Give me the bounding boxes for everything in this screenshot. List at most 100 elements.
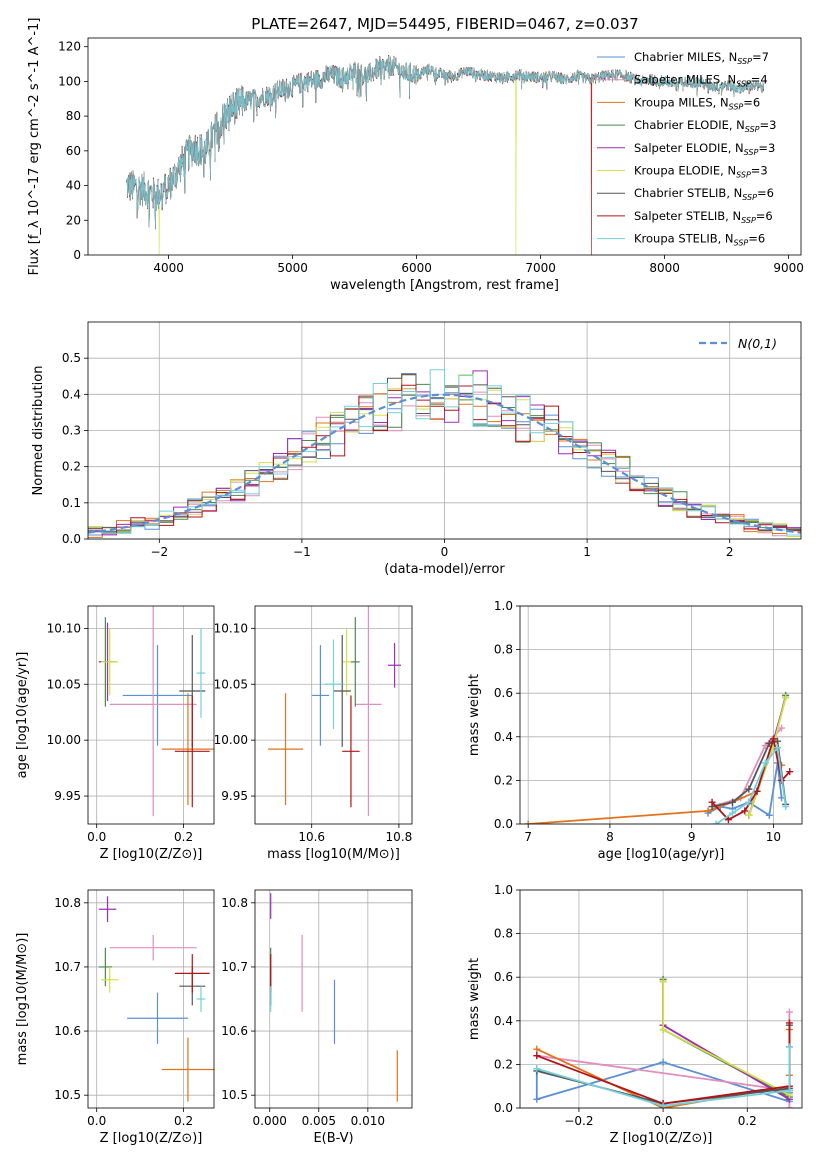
axes-frame <box>87 37 802 256</box>
x-tick-label: 2 <box>726 545 734 559</box>
x-tick-label: 0.2 <box>174 830 193 844</box>
plot-area <box>524 691 794 824</box>
weight-marker <box>745 811 753 819</box>
data-point <box>122 645 193 746</box>
y-tick-label: 80 <box>66 109 81 123</box>
weight-marker <box>761 759 769 767</box>
legend-subscript: SSP <box>736 80 751 89</box>
spectrum-panel: 4000 5000 6000 7000 8000 9000 0 20 40 60 80 100 120 w… <box>27 18 804 293</box>
legend-subscript: SSP <box>736 171 751 180</box>
legend-subscript: SSP <box>737 57 752 66</box>
y-tick-label: 0 <box>73 248 81 262</box>
weight-marker <box>712 820 720 824</box>
weight-marker <box>765 811 773 819</box>
data-point <box>355 606 382 817</box>
x-tick-label: 0.005 <box>302 1114 336 1128</box>
x-tick-label: 5000 <box>277 261 308 275</box>
spectrum-line <box>126 55 765 230</box>
weight-marker <box>745 785 753 793</box>
weight-marker <box>533 1095 541 1103</box>
y-axis-label: Flux [f_λ 10^-17 erg cm^-2 s^-1 A^-1] <box>27 18 42 276</box>
x-tick-label: 7 <box>524 830 532 844</box>
weight-marker <box>785 1008 793 1016</box>
data-point <box>342 695 360 808</box>
data-point <box>127 992 188 1044</box>
y-tick-label: 0.4 <box>494 730 513 744</box>
weight-vs-metallicity-panel: −0.2 0.0 0.2 0.0 0.2 0.4 0.6 0.8 1.0 Z [log10(Z/Z… <box>467 883 803 1146</box>
axes-frame <box>254 605 413 825</box>
mass-vs-metallicity-panel: 0.0 0.2 10.5 10.6 10.7 10.8 Z [log10(Z/Z⊙)] mas… <box>15 889 215 1146</box>
y-axis-label: mass weight <box>467 674 482 756</box>
y-tick-label: 100 <box>58 74 81 88</box>
y-tick-label: 9.95 <box>54 789 81 803</box>
y-axis-label: mass [log10(M/M⊙)] <box>15 933 30 1066</box>
weight-marker <box>773 737 781 745</box>
y-tick-label: 60 <box>66 144 81 158</box>
residual-histogram-panel: −2 −1 0 1 2 0.0 0.1 0.2 0.3 0.4 0.5 (data-model)/er… <box>31 321 802 577</box>
data-point <box>333 635 351 747</box>
y-tick-label: 40 <box>66 179 81 193</box>
data-point <box>101 628 119 696</box>
data-point <box>342 628 351 696</box>
weight-series <box>712 744 790 824</box>
weight-marker <box>778 724 786 732</box>
weight-marker <box>659 1058 667 1066</box>
normal-curve <box>88 393 801 534</box>
weight-marker <box>533 1065 541 1073</box>
y-axis-label: age [log10(age/yr)] <box>15 652 30 779</box>
legend-entry: Salpeter STELIB, NSSP=6 <box>634 209 773 225</box>
y-tick-label: 0.6 <box>494 686 513 700</box>
plot-area <box>268 606 402 817</box>
histogram-step <box>88 384 801 535</box>
axes-frame <box>254 889 413 1109</box>
y-tick-label: 0.0 <box>494 1101 513 1115</box>
x-axis-label: Z [log10(Z/Z⊙)] <box>100 1131 203 1146</box>
data-point <box>196 628 206 718</box>
weight-marker <box>782 694 790 702</box>
x-axis-label: Z [log10(Z/Z⊙)] <box>100 847 203 862</box>
weight-marker <box>659 1026 667 1034</box>
y-tick-label: 1.0 <box>494 883 513 897</box>
y-tick-label: 10.5 <box>54 1088 81 1102</box>
x-axis-label: wavelength [Angstrom, rest frame] <box>330 278 559 293</box>
weight-marker <box>785 1043 793 1051</box>
weight-marker <box>741 807 749 815</box>
x-tick-label: −0.2 <box>564 1114 593 1128</box>
weight-marker <box>773 744 781 752</box>
x-tick-label: 8000 <box>649 261 680 275</box>
x-tick-label: 0 <box>441 545 449 559</box>
legend-entry: Salpeter MILES, NSSP=4 <box>634 73 768 89</box>
weight-vs-age-panel: 7 8 9 10 0.0 0.2 0.4 0.6 0.8 1.0 age [log10(age/yr… <box>467 599 803 862</box>
data-point <box>311 645 330 746</box>
legend-subscript: SSP <box>745 125 760 134</box>
mass-vs-ebv-panel: 0.000 0.005 0.010 10.5 10.6 10.7 10.8 E(B-V) <box>221 889 413 1146</box>
data-point <box>98 896 117 923</box>
x-tick-label: 0.0 <box>87 1114 106 1128</box>
x-tick-label: 4000 <box>153 261 184 275</box>
plot-area <box>98 896 214 1102</box>
weight-marker <box>769 735 777 743</box>
y-tick-label: 10.7 <box>221 960 248 974</box>
y-tick-label: 0.4 <box>62 387 81 401</box>
weight-marker <box>729 798 737 806</box>
x-tick-label: 9 <box>688 830 696 844</box>
x-tick-label: 0.0 <box>654 1114 673 1128</box>
x-axis-label: (data-model)/error <box>384 562 505 577</box>
age-vs-metallicity-panel: 0.0 0.2 9.95 10.00 10.05 10.10 Z [log10(Z/Z⊙)]… <box>15 605 215 862</box>
weight-marker <box>753 787 761 795</box>
data-point <box>101 966 119 993</box>
legend-value: =3 <box>758 141 775 155</box>
legend-value: =3 <box>751 164 768 178</box>
x-axis-label: Z [log10(Z/Z⊙)] <box>610 1131 713 1146</box>
x-tick-label: 10.8 <box>386 830 413 844</box>
data-point <box>350 617 360 707</box>
weight-marker <box>533 1045 541 1053</box>
data-point <box>109 606 197 817</box>
legend-entry: Chabrier MILES, NSSP=7 <box>634 50 769 66</box>
weight-marker <box>782 803 790 811</box>
plot-area <box>270 893 398 1102</box>
legend-entry: Chabrier STELIB, NSSP=6 <box>634 186 774 202</box>
x-tick-label: 1 <box>583 545 591 559</box>
weight-line <box>715 745 787 824</box>
